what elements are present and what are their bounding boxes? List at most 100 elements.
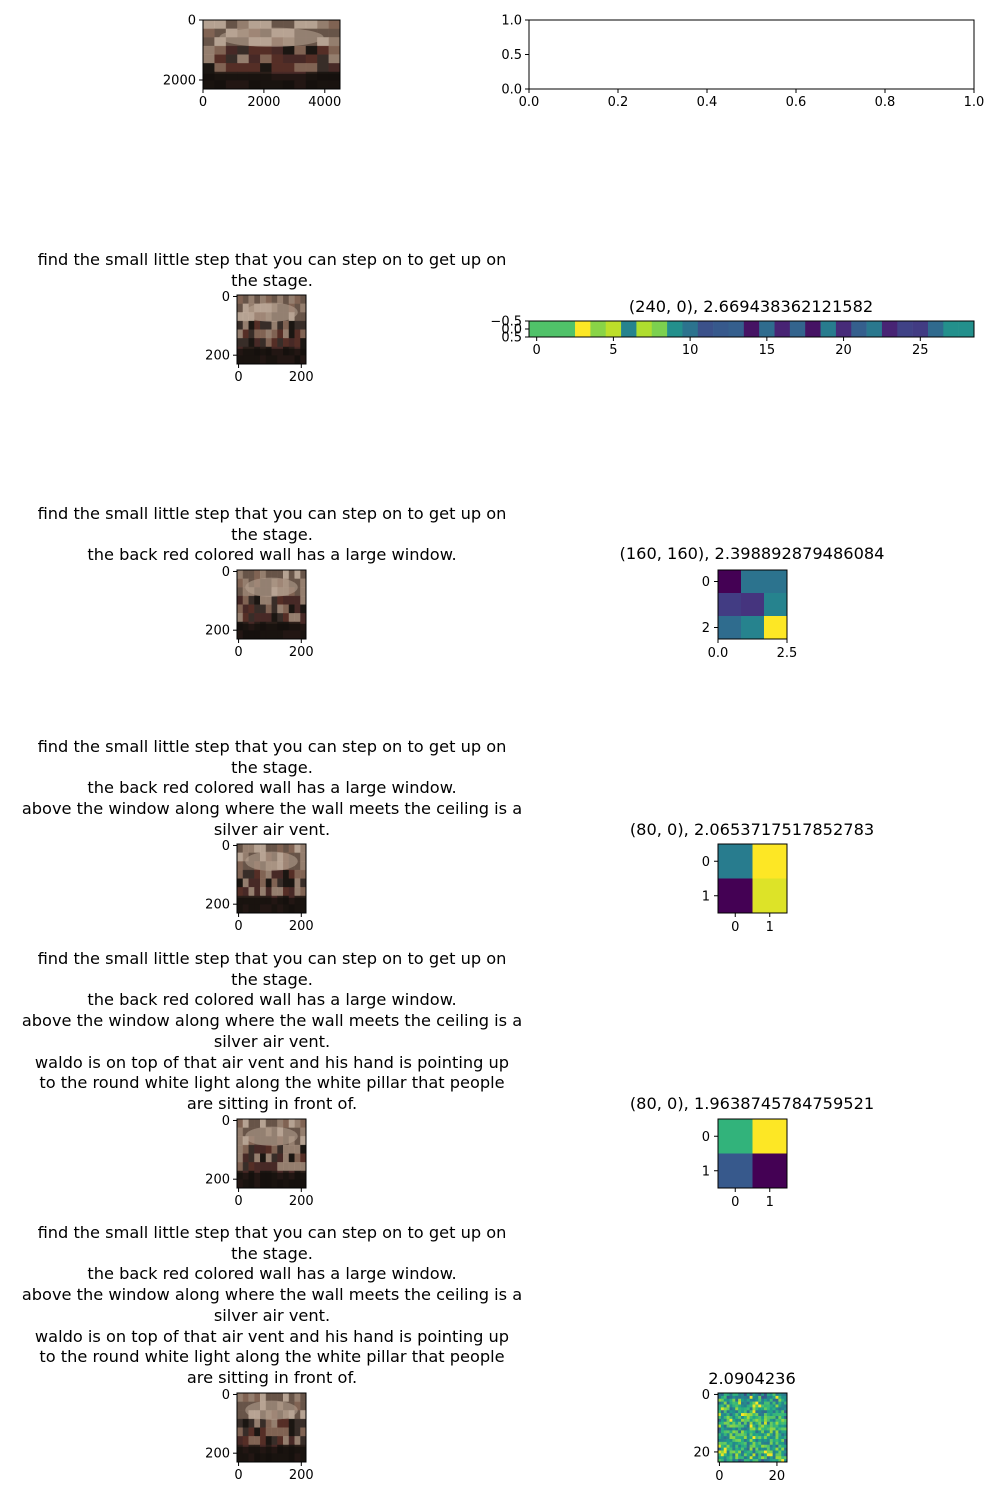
row6-right-cell [752,1444,756,1448]
row2-right-xtick-label: 0 [533,343,541,358]
row6-right-cell [752,1456,756,1460]
row3-left-photo-tile [237,570,244,580]
row5-left-photo-tile [260,1153,267,1163]
row3-left-photo-tile [242,570,249,580]
row6-right-cell [718,1424,722,1428]
row4-left-photo-tile [271,869,278,879]
row6-right-cell [761,1416,765,1420]
row6-right-cell [758,1410,762,1414]
row2-right-cell [544,321,560,338]
row4-left-photo-floor [237,897,306,913]
row6-right-cell [755,1427,759,1431]
row6-right-cell [718,1450,722,1454]
row6-right-cell [752,1450,756,1454]
row2-left-photo-tile [254,320,261,330]
row2-right-cell [820,321,837,338]
row6-right-cell [738,1439,742,1443]
row6-right-cell [726,1413,730,1417]
row3-left-ytick-label: 200 [205,624,230,639]
row3-left-photo-tile [271,570,278,580]
row6-right-cell [735,1441,739,1446]
row5-left-photo-tile [277,1162,284,1172]
row6-left-photo-tile [277,1427,284,1437]
row2-left-photo-tile [294,338,301,348]
row6-right-cell [761,1456,765,1460]
row6-right-cell [772,1424,776,1428]
row4-left-photo-tile [265,869,272,879]
row6-right-cell [775,1427,779,1431]
row6-left-photo-tile [265,1393,272,1403]
row6-right-cell [766,1404,771,1408]
row6-left-photo-tile [242,1401,249,1411]
row6-right-cell [729,1444,733,1448]
row4-left-photo-tile [265,878,272,888]
row6-right-cell [735,1459,739,1463]
row6-right-cell [720,1413,725,1417]
row6-right-cell [741,1456,745,1460]
row5-left-photo-tile [237,1144,244,1154]
row6-right-cell [784,1436,788,1440]
row6-right-cell [735,1436,739,1440]
row6-right-cell [766,1395,771,1400]
row6-right-cell [772,1418,776,1423]
row6-right-cell [761,1444,765,1448]
row6-right-cell [775,1413,779,1417]
row6-right-cell [784,1395,788,1400]
row6-right-cell [778,1395,782,1400]
row6-right-cell [764,1433,768,1437]
row3-left-photo-tile [288,604,295,614]
row4-left-photo-tile [254,887,261,897]
row5-left-photo-tile [242,1144,249,1154]
row6-left-photo-tile [277,1418,284,1428]
row1-right-frame [528,19,975,90]
row6-left-photo-tile [237,1427,244,1437]
row6-right-cell [720,1395,725,1400]
row6-right-cell [743,1439,748,1443]
row6-left-photo-tile [248,1427,255,1437]
row6-right-cell [738,1407,742,1411]
row6-right-cell [764,1450,768,1454]
row2-right-xtick-label: 5 [609,343,617,358]
row1-left-photo-tile [225,20,238,30]
row2-left-xtick-label: 0 [234,370,242,385]
row6-left-photo-tile [288,1427,295,1437]
row4-left-photo-tile [237,878,244,888]
row6-right-cell [772,1430,776,1434]
row6-right-cell [764,1401,768,1405]
row4-left-photo-tile [300,852,307,862]
row6-right-cell [735,1421,739,1425]
row3-left-photo-tile [254,604,261,614]
row4-left-photo-tile [294,878,301,888]
row6-right-cell [729,1418,733,1423]
row4-left-photo-tile [271,878,278,888]
row6-right-cell [775,1404,779,1408]
row6-right-cell [720,1398,725,1402]
row2-left-photo-tile [283,320,290,330]
row6-right-cell [784,1413,788,1417]
row1-right-axes: 0.0 0.2 0.4 0.6 0.8 1.0 0.0 0.5 1.0 [501,14,984,111]
row6-right-cell [766,1456,771,1460]
row2-right-cell [713,321,729,338]
row3-left-photo-tile [265,595,272,605]
row6-right-cell [732,1410,736,1414]
row1-left-photo-tile [214,63,227,73]
row6-right-cell [764,1436,768,1440]
row6-left-xtick-label: 0 [234,1468,242,1483]
row1-right-xtick-label: 0.0 [519,95,540,110]
row6-right-cell [769,1459,773,1463]
row3-left-photo-tile [254,595,261,605]
row6-right-cell [746,1398,750,1402]
row1-left-photo-tile [328,28,341,38]
row6-right-cell [738,1401,742,1405]
row6-right-cell [752,1433,756,1437]
row4-left-xtick-label: 0 [234,919,242,934]
row6-right-cell [749,1436,753,1440]
row3-right-ytick-label: 2 [702,621,710,636]
row2-left-photo-tile [277,295,284,305]
row2-right-cell [897,321,913,338]
row6-right-cell [743,1395,748,1400]
row6-right-cell [732,1407,736,1411]
row6-right-cell [741,1447,745,1451]
row2-left-photo-tile [277,320,284,330]
row2-right-cell [851,321,867,338]
